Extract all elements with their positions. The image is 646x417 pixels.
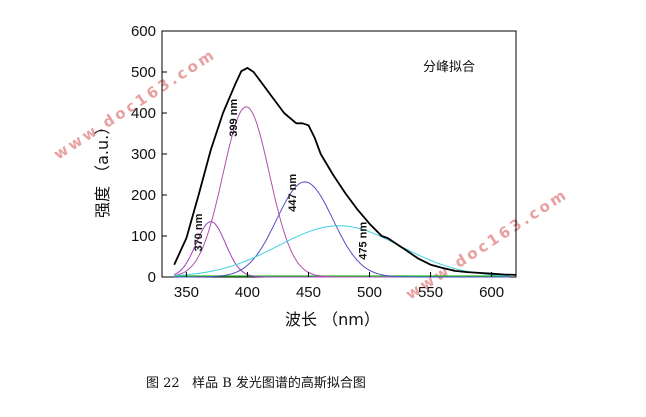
peak-label: 475 nm [358,222,370,260]
y-tick-label: 0 [148,269,156,286]
fit-curve-475 [174,225,510,277]
peak-label: 447 nm [287,174,299,212]
y-tick-label: 500 [131,64,156,81]
measured-spectrum-line [173,67,517,276]
x-tick-label: 350 [174,284,199,301]
spectrum-chart: www.doc163.com www.doc163.com 350 400 450 5… [50,23,571,329]
y-tick-label: 200 [131,187,156,204]
y-tick-label: 300 [131,146,156,163]
watermark-layer: www.doc163.com www.doc163.com [50,45,571,304]
peak-label: 370 nm [193,213,205,251]
x-tick-label: 500 [357,284,382,301]
figure-caption: 图 22 样品 B 发光图谱的高斯拟合图 [146,376,366,391]
ticks-layer: 350 400 450 500 550 600 0 100 200 300 400 500 600 [131,23,504,301]
y-tick-label: 400 [131,105,156,122]
y-axis-label: 强度 （a.u.） [93,119,112,218]
peak-labels-layer: 370 nm 399 nm 447 nm 475 nm [193,99,370,260]
y-tick-label: 100 [131,228,156,245]
peak-label: 399 nm [228,99,240,137]
x-tick-label: 400 [235,284,260,301]
x-tick-label: 450 [296,284,321,301]
legend-label: 分峰拟合 [423,60,475,75]
x-axis-label: 波长 （nm） [285,310,380,329]
curves-layer [173,67,517,278]
fit-curve-447 [174,181,510,278]
y-tick-label: 600 [131,23,156,40]
x-tick-label: 550 [418,284,443,301]
x-tick-label: 600 [479,284,504,301]
